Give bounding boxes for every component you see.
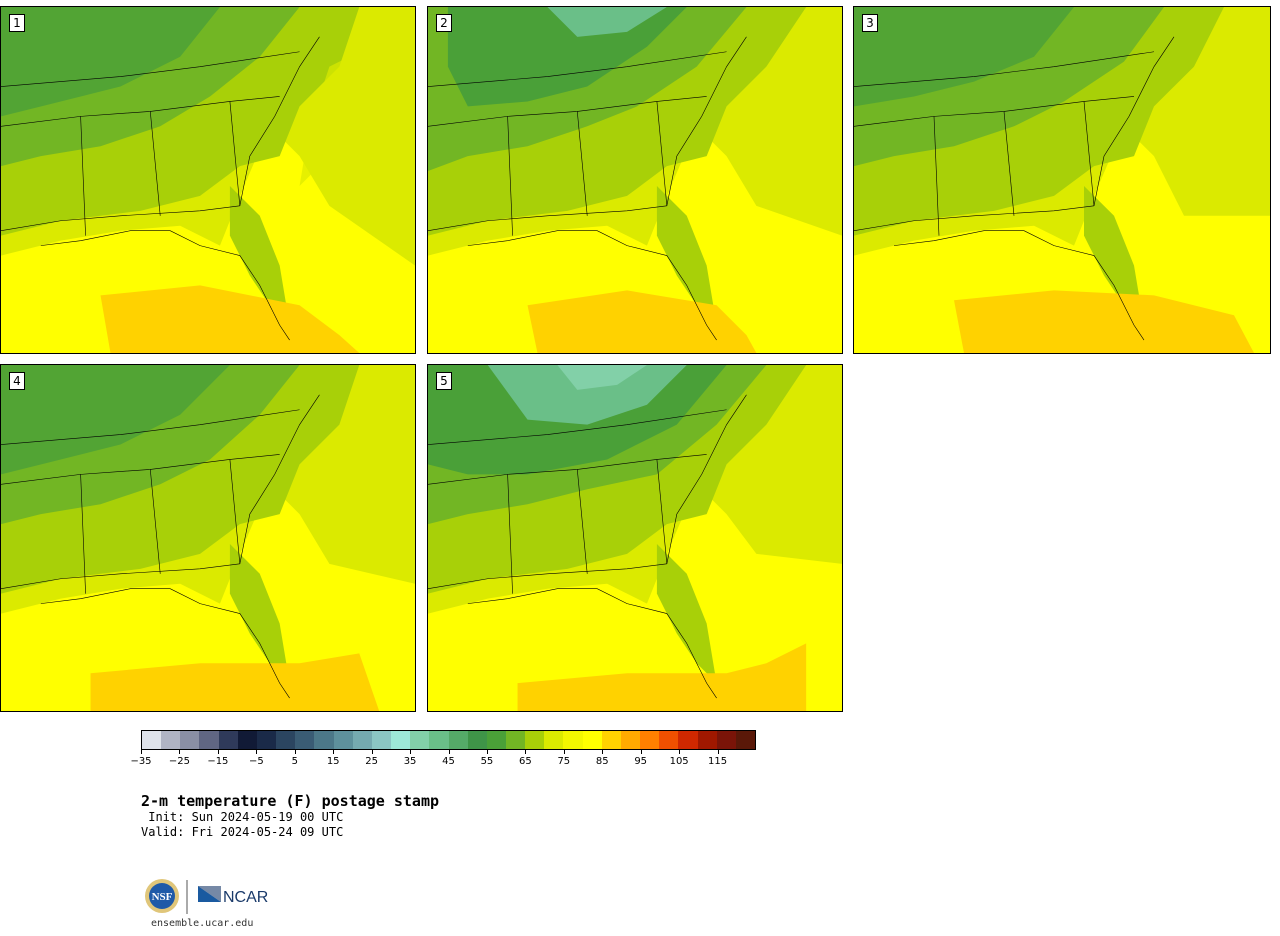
colorbar-segment — [352, 731, 372, 749]
temperature-map-3 — [854, 7, 1270, 353]
colorbar-segment — [391, 731, 411, 749]
colorbar-segment — [678, 731, 698, 749]
colorbar-tick — [256, 750, 258, 754]
temperature-map-5 — [428, 365, 842, 711]
colorbar-segment — [697, 731, 717, 749]
colorbar-tick — [640, 750, 642, 754]
colorbar-tick — [563, 750, 565, 754]
colorbar-segment — [237, 731, 257, 749]
init-time: Init: Sun 2024-05-19 00 UTC — [141, 810, 344, 824]
nsf-ncar-logo: NSF NCAR — [145, 879, 268, 914]
colorbar-tick-label: 85 — [595, 756, 609, 767]
colorbar-tick-label: −15 — [207, 756, 229, 767]
colorbar-segment — [640, 731, 660, 749]
colorbar-tick — [448, 750, 450, 754]
colorbar-tick-label: 95 — [634, 756, 648, 767]
logos: NSF NCAR — [143, 876, 278, 918]
colorbar-tick — [371, 750, 373, 754]
colorbar-segment — [525, 731, 545, 749]
colorbar-segment — [161, 731, 181, 749]
colorbar-ticks: −35 −25 −15 −5 5 15 25 35 45 55 65 75 85 95 105 115 — [130, 750, 756, 770]
colorbar-tick-label: 105 — [669, 756, 689, 767]
colorbar-segment — [467, 731, 487, 749]
panel-label-3: 3 — [862, 14, 878, 32]
ncar-logo-text: NCAR — [223, 889, 268, 906]
colorbar-segment — [410, 731, 430, 749]
ncar-logo: NCAR — [198, 886, 268, 906]
ensemble-member-map-2: 2 — [427, 6, 843, 354]
nsf-logo: NSF — [145, 879, 179, 913]
colorbar-segment — [716, 731, 736, 749]
colorbar-tick-label: 55 — [480, 756, 494, 767]
colorbar-tick — [141, 750, 142, 754]
temperature-map-4 — [1, 365, 415, 711]
colorbar-segment — [142, 731, 162, 749]
colorbar-tick-label: −25 — [168, 756, 190, 767]
colorbar-tick-label: 115 — [708, 756, 728, 767]
panel-label-4: 4 — [9, 372, 25, 390]
colorbar-tick-label: −35 — [130, 756, 152, 767]
colorbar-tick — [217, 750, 219, 754]
ensemble-member-map-3: 3 — [853, 6, 1271, 354]
temperature-colorbar — [141, 730, 756, 750]
colorbar-segment — [333, 731, 353, 749]
colorbar-segment — [314, 731, 334, 749]
colorbar-segment — [218, 731, 238, 749]
colorbar-segment — [371, 731, 392, 749]
valid-time: Valid: Fri 2024-05-24 09 UTC — [141, 825, 344, 839]
colorbar-tick — [717, 750, 719, 754]
colorbar-segment — [582, 731, 602, 749]
colorbar-segment — [448, 731, 468, 749]
colorbar-segment — [620, 731, 641, 749]
panel-label-1: 1 — [9, 14, 25, 32]
colorbar-segment — [659, 731, 679, 749]
colorbar-segment — [486, 731, 506, 749]
colorbar-tick — [333, 750, 335, 754]
panel-label-5: 5 — [436, 372, 452, 390]
site-url: ensemble.ucar.edu — [151, 918, 254, 929]
colorbar-tick-label: 15 — [326, 756, 340, 767]
colorbar-tick — [602, 750, 604, 754]
colorbar-tick — [679, 750, 681, 754]
colorbar-tick-label: 25 — [365, 756, 378, 767]
temperature-map-1 — [1, 7, 415, 353]
colorbar-segment — [295, 731, 315, 749]
colorbar-segment — [199, 731, 219, 749]
colorbar-segment — [256, 731, 277, 749]
temperature-map-2 — [428, 7, 842, 353]
colorbar-tick-label: 5 — [291, 756, 298, 767]
colorbar-tick — [410, 750, 412, 754]
colorbar-segment — [735, 731, 755, 749]
colorbar-tick-label: 75 — [557, 756, 571, 767]
colorbar-segment — [505, 731, 526, 749]
colorbar-tick — [179, 750, 181, 754]
chart-title: 2-m temperature (F) postage stamp — [141, 792, 440, 810]
colorbar-segment — [429, 731, 449, 749]
ensemble-member-map-5: 5 — [427, 364, 843, 712]
colorbar-tick-label: 45 — [442, 756, 455, 767]
colorbar-segment — [276, 731, 296, 749]
colorbar-segment — [544, 731, 564, 749]
nsf-logo-text: NSF — [152, 891, 173, 903]
colorbar-tick-label: −5 — [248, 756, 264, 767]
colorbar-segment — [601, 731, 621, 749]
colorbar-tick — [294, 750, 296, 754]
ensemble-member-map-1: 1 — [0, 6, 416, 354]
colorbar-tick-label: 35 — [403, 756, 417, 767]
colorbar-segment — [563, 731, 583, 749]
colorbar-tick — [525, 750, 527, 754]
colorbar-tick — [486, 750, 488, 754]
colorbar-tick-label: 65 — [519, 756, 532, 767]
panel-label-2: 2 — [436, 14, 452, 32]
colorbar-segment — [180, 731, 200, 749]
ensemble-member-map-4: 4 — [0, 364, 416, 712]
